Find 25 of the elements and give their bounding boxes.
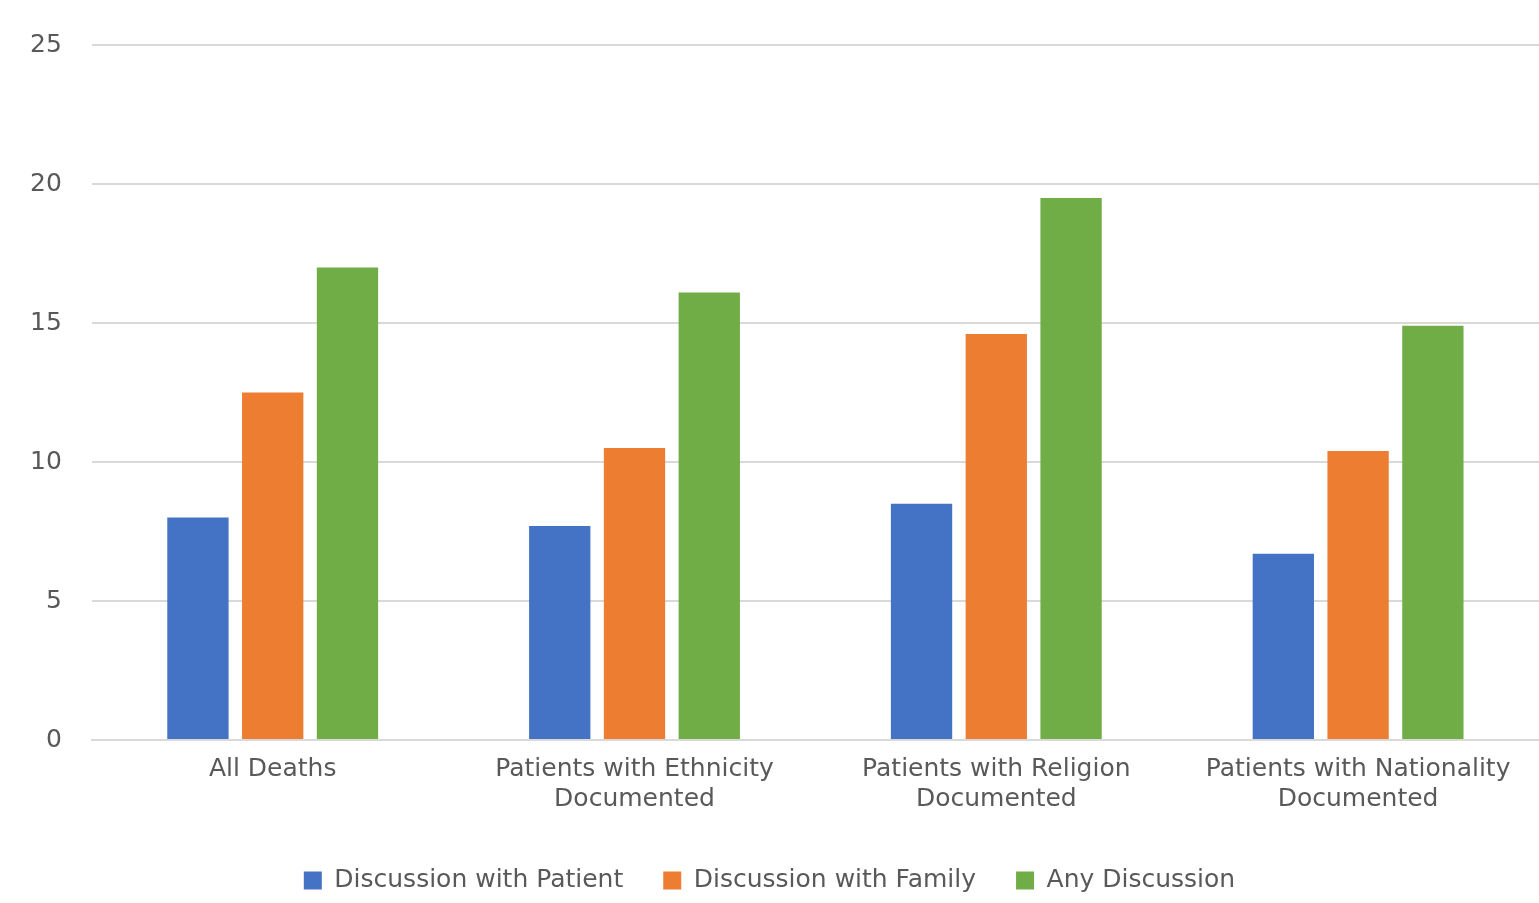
bar bbox=[1040, 197, 1102, 739]
y-tick-label: 5 bbox=[45, 584, 62, 614]
bar bbox=[1402, 325, 1464, 739]
y-tick-label: 20 bbox=[30, 167, 62, 197]
legend-label: Discussion with Patient bbox=[334, 864, 624, 893]
y-tick-label: 25 bbox=[30, 28, 62, 58]
bar bbox=[242, 392, 304, 739]
bar bbox=[167, 517, 229, 739]
y-tick-label: 10 bbox=[30, 445, 62, 475]
legend-label: Any Discussion bbox=[1046, 864, 1236, 893]
bar bbox=[529, 525, 591, 739]
x-tick-label: Patients with Religion Documented bbox=[862, 752, 1131, 812]
bar bbox=[678, 292, 740, 739]
bar bbox=[890, 503, 953, 739]
legend-label: Discussion with Family bbox=[693, 864, 977, 893]
x-tick-label: Patients with Nationality Documented bbox=[1205, 752, 1511, 812]
bar bbox=[1327, 450, 1389, 739]
x-tick-label: All Deaths bbox=[208, 752, 337, 782]
bar bbox=[1252, 553, 1314, 739]
bar bbox=[603, 448, 666, 739]
x-tick-label: Patients with Ethnicity Documented bbox=[495, 752, 774, 812]
y-tick-label: 0 bbox=[45, 723, 62, 753]
bar bbox=[965, 334, 1027, 739]
bar bbox=[316, 267, 379, 739]
y-tick-label: 15 bbox=[30, 306, 62, 336]
